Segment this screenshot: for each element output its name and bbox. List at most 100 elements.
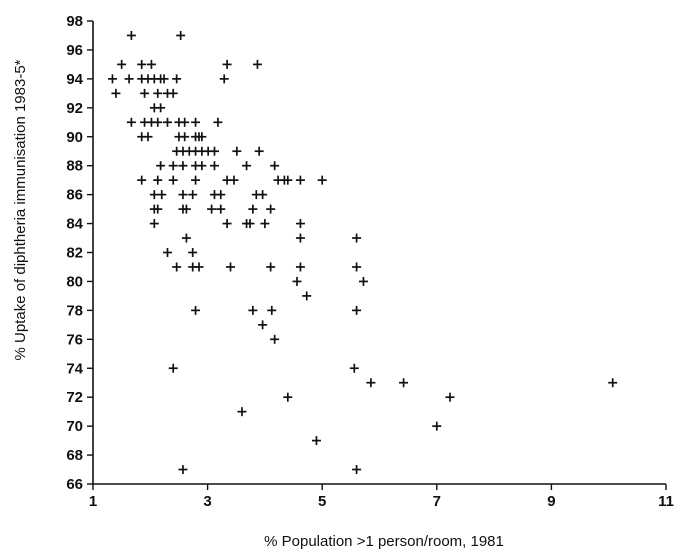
y-tick-label: 70	[66, 418, 83, 435]
data-point	[172, 74, 182, 84]
x-tick-label: 3	[203, 493, 211, 510]
data-point	[194, 262, 204, 272]
data-point	[117, 59, 127, 69]
y-tick-label: 66	[66, 476, 83, 493]
data-point	[248, 305, 258, 315]
y-tick-label: 76	[66, 331, 83, 348]
data-point	[270, 334, 280, 344]
data-point	[178, 190, 188, 200]
data-point	[153, 175, 163, 185]
y-tick-label: 92	[66, 100, 83, 117]
y-tick-label: 96	[66, 42, 83, 59]
data-point	[219, 74, 229, 84]
data-point	[162, 248, 172, 257]
y-tick-label: 74	[66, 360, 83, 377]
data-point	[209, 146, 219, 156]
data-point	[295, 175, 305, 185]
data-point	[111, 88, 121, 98]
data-point	[295, 262, 305, 272]
data-point	[168, 175, 178, 185]
data-point	[197, 161, 207, 171]
data-point	[146, 59, 156, 69]
data-point	[153, 117, 163, 127]
y-tick-label: 80	[66, 273, 83, 290]
data-point	[252, 59, 262, 69]
y-tick-label: 86	[66, 187, 83, 204]
data-point	[270, 161, 280, 171]
data-point	[352, 305, 362, 315]
data-point	[126, 30, 136, 40]
data-point	[197, 132, 207, 142]
data-point	[266, 204, 276, 214]
data-point	[266, 262, 276, 272]
data-point	[352, 262, 362, 272]
x-tick-label: 9	[547, 493, 555, 510]
y-tick-label: 88	[66, 158, 83, 175]
y-tick-label: 78	[66, 302, 83, 319]
data-point	[237, 407, 247, 417]
data-point	[180, 132, 190, 142]
x-tick-label: 5	[318, 493, 326, 510]
y-tick-label: 94	[66, 71, 83, 88]
axes	[92, 21, 666, 485]
data-point	[149, 219, 159, 229]
data-point	[222, 219, 232, 229]
data-point	[258, 320, 268, 330]
data-point	[366, 378, 376, 388]
data-point	[283, 392, 293, 402]
y-axis-title: % Uptake of diphtheria immunisation 1983…	[12, 59, 29, 360]
data-point	[124, 74, 134, 84]
y-tick-label: 84	[66, 216, 83, 233]
data-point	[267, 305, 277, 315]
y-tick-label: 90	[66, 129, 83, 146]
y-tick-label: 68	[66, 447, 83, 464]
data-point	[107, 74, 117, 84]
data-point	[143, 132, 153, 142]
data-point	[137, 59, 147, 69]
data-point	[302, 291, 312, 301]
data-point	[140, 88, 150, 98]
data-point	[608, 378, 618, 388]
data-point	[311, 436, 321, 446]
data-point	[352, 465, 362, 475]
data-point	[283, 175, 293, 185]
data-point	[222, 59, 232, 69]
data-point	[191, 175, 201, 185]
data-points	[107, 30, 618, 475]
data-point	[229, 175, 239, 185]
data-point	[172, 262, 182, 272]
data-point	[317, 175, 327, 185]
data-point	[153, 204, 163, 214]
data-point	[254, 146, 264, 156]
data-point	[349, 363, 359, 373]
x-tick-label: 7	[433, 493, 441, 510]
data-point	[295, 233, 305, 243]
data-point	[168, 88, 178, 98]
data-point	[126, 117, 136, 127]
data-point	[352, 233, 362, 243]
data-point	[168, 161, 178, 171]
data-point	[176, 30, 186, 40]
data-point	[191, 305, 201, 315]
data-point	[232, 146, 242, 156]
data-point	[181, 204, 191, 214]
y-tick-label: 82	[66, 245, 83, 262]
data-point	[216, 204, 226, 214]
data-point	[137, 175, 147, 185]
data-point	[432, 421, 442, 431]
data-point	[248, 204, 258, 214]
data-point	[209, 161, 219, 171]
data-point	[153, 88, 163, 98]
data-point	[207, 204, 217, 214]
y-tick-label: 72	[66, 389, 83, 406]
data-point	[181, 233, 191, 243]
data-point	[226, 262, 236, 272]
data-point	[168, 363, 178, 373]
data-point	[188, 190, 198, 200]
data-point	[162, 117, 172, 127]
data-point	[178, 161, 188, 171]
data-point	[156, 103, 166, 113]
data-point	[258, 190, 268, 200]
x-axis-title: % Population >1 person/room, 1981	[264, 533, 504, 550]
